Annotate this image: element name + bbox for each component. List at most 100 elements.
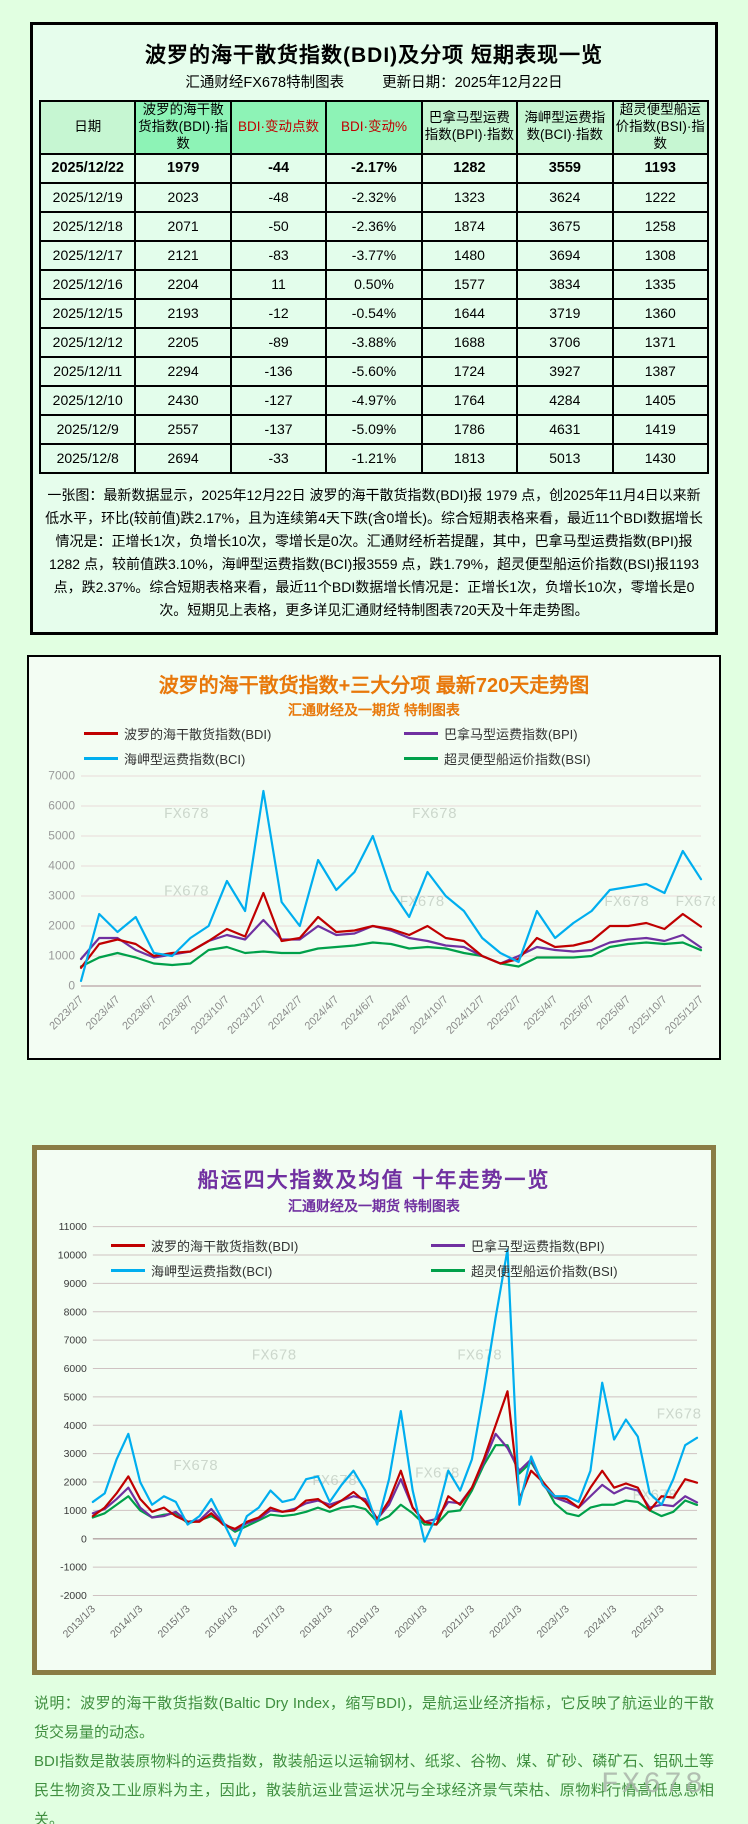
table-cell: 2204 <box>134 268 232 300</box>
x-tick-label: 2017/1/3 <box>251 1603 288 1640</box>
legend-swatch <box>431 1268 465 1272</box>
table-cell: 1323 <box>420 181 519 213</box>
x-tick-label: 2015/1/3 <box>156 1603 193 1640</box>
table-cell: 2025/12/22 <box>38 152 137 184</box>
table-row: 2025/12/11 2294 -136 -5.60% 1724 3927 1387 <box>38 355 710 387</box>
table-cell: 2025/12/16 <box>38 268 137 300</box>
table-header-row: 日期 波罗的海干散货指数(BDI)·指数 BDI·变动点数 BDI·变动% 巴拿马型运费… <box>38 100 710 155</box>
legend-item: 巴拿马型运费指数(BPI) <box>404 724 664 743</box>
table-cell: 2557 <box>134 413 232 445</box>
table-cell: 2205 <box>134 326 232 358</box>
table-cell: 1688 <box>420 326 519 358</box>
table-cell: -2.17% <box>325 152 423 184</box>
y-tick-label: 5000 <box>48 828 75 842</box>
table-cell: 1282 <box>420 152 519 184</box>
x-tick-label: 2025/10/7 <box>627 993 670 1036</box>
y-tick-label: 1000 <box>64 1506 87 1517</box>
y-tick-label: 4000 <box>64 1420 87 1431</box>
table-cell: 0.50% <box>325 268 423 300</box>
chart-10y-legend: 波罗的海干散货指数(BDI) 巴拿马型运费指数(BPI) 海岬型运费指数(BCI) 超… <box>101 1236 701 1280</box>
legend-label: 巴拿马型运费指数(BPI) <box>444 726 578 742</box>
table-row: 2025/12/9 2557 -137 -5.09% 1786 4631 1419 <box>38 413 710 445</box>
table-cell: 1222 <box>611 181 710 213</box>
x-tick-label: 2025/12/7 <box>663 993 706 1036</box>
table-cell: -83 <box>229 239 328 271</box>
y-tick-label: -2000 <box>60 1591 87 1602</box>
table-cell: 2025/12/8 <box>38 442 137 474</box>
table-cell: -136 <box>229 355 328 387</box>
x-tick-label: 2025/1/3 <box>630 1603 667 1640</box>
table-cell: 1874 <box>420 210 519 242</box>
chart-watermark: FX678 <box>164 806 209 823</box>
legend-item: 波罗的海干散货指数(BDI) <box>111 1236 371 1255</box>
x-tick-label: 2024/2/7 <box>266 993 305 1032</box>
table-cell: 2071 <box>134 210 232 242</box>
explanation-paragraph: 说明：波罗的海干散货指数(Baltic Dry Index，缩写BDI)，是航运… <box>34 1694 714 1741</box>
legend-item: 波罗的海干散货指数(BDI) <box>84 724 344 743</box>
chart-720-legend: 波罗的海干散货指数(BDI) 巴拿马型运费指数(BPI) 海岬型运费指数(BCI) 超… <box>74 724 674 768</box>
y-tick-label: 4000 <box>48 858 75 872</box>
y-tick-label: 11000 <box>59 1222 87 1233</box>
table-cell: 1258 <box>611 210 710 242</box>
table-cell: 2025/12/18 <box>38 210 137 242</box>
x-tick-label: 2025/2/7 <box>485 993 524 1032</box>
table-cell: 4284 <box>516 384 614 416</box>
legend-swatch <box>111 1268 145 1272</box>
chart-720-subtitle: 汇通财经及一期货 特制图表 <box>288 701 460 718</box>
legend-swatch <box>111 1243 145 1247</box>
x-tick-label: 2025/4/7 <box>521 993 560 1032</box>
table-row: 2025/12/16 2204 11 0.50% 1577 3834 1335 <box>38 268 710 300</box>
column-header: BDI·变动% <box>325 100 423 155</box>
chart-watermark: FX678 <box>604 894 649 911</box>
y-tick-label: -1000 <box>60 1562 87 1573</box>
table-cell: -3.88% <box>325 326 423 358</box>
chart-watermark: FX678 <box>252 1348 297 1364</box>
column-header: 海岬型运费指数(BCI)·指数 <box>516 100 614 155</box>
legend-swatch <box>404 731 438 735</box>
legend-label: 波罗的海干散货指数(BDI) <box>124 726 272 742</box>
x-tick-label: 2024/1/3 <box>583 1603 620 1640</box>
table-cell: -89 <box>229 326 328 358</box>
table-cell: 2025/12/17 <box>38 239 137 271</box>
chart-720-panel: 波罗的海干散货指数+三大分项 最新720天走势图 汇通财经及一期货 特制图表 波… <box>27 654 721 1060</box>
table-cell: -50 <box>229 210 328 242</box>
legend-swatch <box>84 731 118 735</box>
legend-label: 超灵便型船运价指数(BSI) <box>444 751 591 767</box>
table-cell: 2430 <box>134 384 232 416</box>
table-cell: 2294 <box>134 355 232 387</box>
x-tick-label: 2023/12/7 <box>225 993 268 1036</box>
table-cell: 1644 <box>420 297 519 329</box>
table-cell: 2193 <box>134 297 232 329</box>
legend-item: 超灵便型船运价指数(BSI) <box>431 1261 691 1280</box>
fx678-watermark: FX678 <box>600 1768 706 1802</box>
table-cell: 4631 <box>516 413 614 445</box>
y-tick-label: 2000 <box>48 918 75 932</box>
legend-swatch <box>431 1243 465 1247</box>
chart-10y-panel: 船运四大指数及均值 十年走势一览 汇通财经及一期货 特制图表 波罗的海干散货指数… <box>32 1144 716 1675</box>
table-cell: 3694 <box>516 239 614 271</box>
chart-10y-title: 船运四大指数及均值 十年走势一览 <box>197 1168 551 1192</box>
table-row: 2025/12/22 1979 -44 -2.17% 1282 3559 1193 <box>38 152 710 184</box>
table-cell: 1360 <box>611 297 710 329</box>
x-tick-label: 2013/1/3 <box>61 1603 98 1640</box>
legend-label: 海岬型运费指数(BCI) <box>151 1263 273 1279</box>
x-tick-label: 2016/1/3 <box>204 1603 241 1640</box>
table-cell: -48 <box>229 181 328 213</box>
y-tick-label: 3000 <box>64 1449 87 1460</box>
y-tick-label: 7000 <box>48 770 75 783</box>
table-cell: 1387 <box>611 355 710 387</box>
table-cell: 1308 <box>611 239 710 271</box>
chart-watermark: FX678 <box>399 894 444 911</box>
table-cell: 2694 <box>134 442 232 474</box>
table-cell: 1979 <box>134 152 232 184</box>
x-tick-label: 2022/1/3 <box>488 1603 525 1640</box>
table-cell: 3834 <box>516 268 614 300</box>
x-tick-label: 2024/12/7 <box>444 993 487 1036</box>
table-cell: -4.97% <box>325 384 423 416</box>
explanation-paragraph: BDI指数是散装原物料的运费指数，散装船运以运输钢材、纸浆、谷物、煤、矿砂、磷矿… <box>34 1752 714 1824</box>
chart-watermark: FX678 <box>412 806 457 823</box>
y-tick-label: 6000 <box>64 1364 87 1375</box>
series-line-bsi <box>79 941 703 968</box>
chart-watermark: FX678 <box>164 883 209 900</box>
